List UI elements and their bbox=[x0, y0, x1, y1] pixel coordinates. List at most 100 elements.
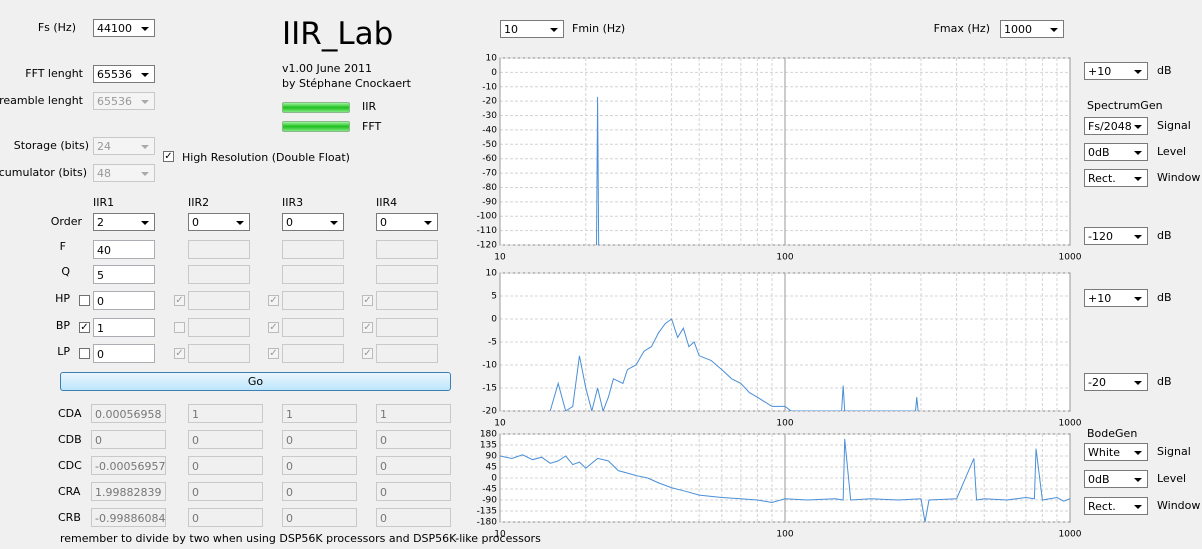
y-tick-label: -30 bbox=[482, 111, 497, 121]
label: IIR bbox=[362, 100, 377, 113]
dropdown[interactable]: 0 bbox=[376, 213, 438, 231]
dropdown[interactable]: Rect. bbox=[1084, 497, 1148, 515]
label: Level bbox=[1157, 145, 1187, 158]
text-box: 1 bbox=[376, 404, 451, 423]
x-tick-label: 1000 bbox=[1059, 530, 1082, 540]
label: Signal bbox=[1157, 119, 1191, 132]
label: CDB bbox=[58, 433, 82, 446]
y-tick-label: -120 bbox=[477, 241, 498, 251]
label: IIR1 bbox=[93, 196, 115, 209]
y-tick-label: -90 bbox=[482, 496, 497, 506]
label: by Stéphane Cnockaert bbox=[282, 77, 411, 90]
label: dB bbox=[1157, 229, 1172, 242]
label: IIR3 bbox=[282, 196, 304, 209]
text-box bbox=[282, 318, 344, 337]
text-box: 0 bbox=[188, 430, 263, 449]
label: High Resolution (Double Float) bbox=[182, 151, 350, 164]
text-box[interactable]: 0 bbox=[93, 344, 155, 363]
checkbox: ✓ bbox=[362, 295, 373, 306]
y-tick-label: -5 bbox=[488, 338, 497, 348]
text-box: 1 bbox=[188, 404, 263, 423]
y-tick-label: -60 bbox=[482, 154, 497, 164]
dropdown[interactable]: 0dB bbox=[1084, 470, 1148, 488]
text-box[interactable]: 5 bbox=[93, 265, 155, 284]
plot-area bbox=[499, 272, 1071, 412]
dropdown: 65536 bbox=[93, 92, 155, 110]
y-tick-label: -70 bbox=[482, 169, 497, 179]
dropdown[interactable]: 1000 bbox=[1000, 20, 1064, 38]
y-tick-label: 0 bbox=[491, 68, 497, 78]
dropdown[interactable]: 65536 bbox=[93, 65, 155, 83]
text-box bbox=[282, 240, 344, 259]
text-box[interactable]: 1 bbox=[93, 318, 155, 337]
text-box bbox=[188, 265, 250, 284]
y-tick-label: -15 bbox=[482, 384, 497, 394]
label: dB bbox=[1157, 375, 1172, 388]
dropdown[interactable]: -120 bbox=[1084, 227, 1148, 245]
label: Accumulator (bits) bbox=[0, 166, 87, 179]
go-button[interactable]: Go bbox=[60, 372, 451, 391]
dropdown: 48 bbox=[93, 164, 155, 182]
dropdown[interactable]: 2 bbox=[93, 213, 155, 231]
y-tick-label: 135 bbox=[480, 441, 497, 451]
checkbox[interactable] bbox=[79, 348, 90, 359]
y-tick-label: -180 bbox=[477, 518, 498, 528]
text-box bbox=[188, 240, 250, 259]
dropdown[interactable]: 0 bbox=[188, 213, 250, 231]
text-box bbox=[376, 240, 438, 259]
series-line bbox=[500, 438, 1070, 522]
text-box[interactable]: 40 bbox=[93, 240, 155, 259]
series-line bbox=[549, 318, 919, 411]
text-box bbox=[376, 265, 438, 284]
dropdown[interactable]: Rect. bbox=[1084, 169, 1148, 187]
dropdown[interactable]: Fs/2048 bbox=[1084, 117, 1148, 135]
checkbox: ✓ bbox=[362, 322, 373, 333]
dropdown[interactable]: +10 bbox=[1084, 289, 1148, 307]
label: CRB bbox=[58, 511, 81, 524]
label: Order bbox=[50, 215, 82, 228]
label: Window bbox=[1157, 171, 1201, 184]
label: HP bbox=[55, 292, 70, 305]
dropdown[interactable]: 10 bbox=[500, 20, 564, 38]
dropdown[interactable]: -20 bbox=[1084, 373, 1148, 391]
label: BP bbox=[55, 319, 70, 332]
y-tick-label: -110 bbox=[477, 226, 498, 236]
text-box: -0.00056957 bbox=[91, 456, 166, 475]
label: Fs (Hz) bbox=[37, 21, 76, 34]
dropdown[interactable]: +10 bbox=[1084, 62, 1148, 80]
y-tick-label: -50 bbox=[482, 140, 497, 150]
x-tick-label: 10 bbox=[494, 419, 506, 429]
dropdown[interactable]: 0dB bbox=[1084, 143, 1148, 161]
plot-area bbox=[499, 433, 1071, 523]
label: Signal bbox=[1157, 445, 1191, 458]
checkbox: ✓ bbox=[268, 322, 279, 333]
checkbox[interactable]: ✓ bbox=[79, 322, 90, 333]
dropdown[interactable]: 0 bbox=[282, 213, 344, 231]
x-tick-label: 100 bbox=[776, 530, 793, 540]
text-box: 0 bbox=[282, 508, 357, 527]
y-tick-label: 5 bbox=[491, 292, 497, 302]
text-box[interactable]: 0 bbox=[93, 291, 155, 310]
y-tick-label: 90 bbox=[486, 452, 498, 462]
checkbox[interactable]: ✓ bbox=[163, 151, 174, 162]
dropdown[interactable]: White bbox=[1084, 443, 1148, 461]
label: dB bbox=[1157, 64, 1172, 77]
label: FFT lenght bbox=[25, 67, 83, 80]
dropdown[interactable]: 44100 bbox=[93, 19, 155, 37]
text-box: 0 bbox=[91, 430, 166, 449]
y-tick-label: 10 bbox=[486, 269, 498, 279]
dropdown: 24 bbox=[93, 137, 155, 155]
text-box bbox=[376, 344, 438, 363]
y-tick-label: 10 bbox=[486, 54, 498, 64]
text-box bbox=[188, 318, 250, 337]
series-line bbox=[596, 96, 600, 245]
text-box: -0.99886084 bbox=[91, 508, 166, 527]
y-tick-label: -135 bbox=[477, 507, 497, 517]
checkbox[interactable] bbox=[79, 295, 90, 306]
label: Fmax (Hz) bbox=[933, 22, 990, 35]
x-tick-label: 1000 bbox=[1059, 419, 1082, 429]
label: Fmin (Hz) bbox=[572, 22, 626, 35]
text-box: 0 bbox=[282, 482, 357, 501]
label: BodeGen bbox=[1087, 427, 1138, 440]
